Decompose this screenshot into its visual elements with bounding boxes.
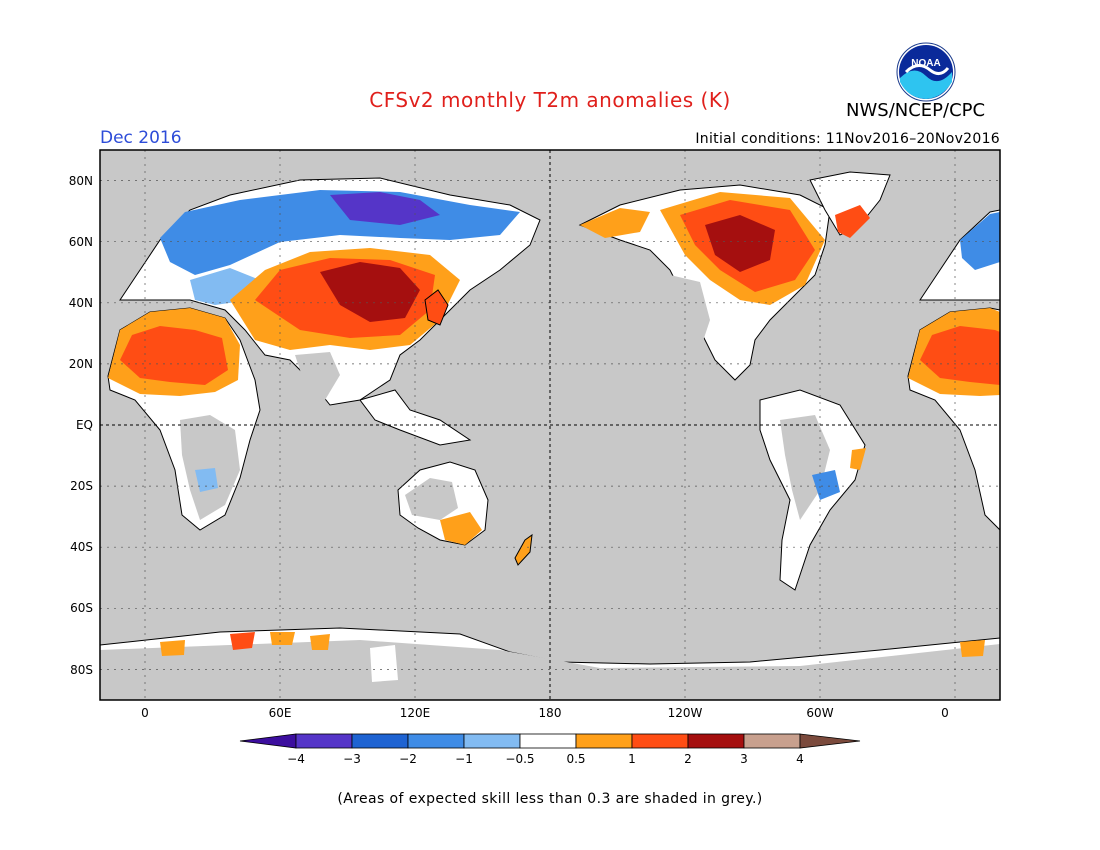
land-greenland (809, 171, 891, 236)
colorbar-bin-7 (631, 733, 689, 749)
anomaly-alaska-warm (580, 208, 650, 238)
lon-label-0-repeat: 0 (941, 706, 949, 720)
longitude-labels: 0 60E 120E 180 120W 60W 0 (141, 706, 949, 720)
colorbar-bin-4 (463, 733, 521, 749)
colorbar-tick-m05: −0.5 (505, 752, 534, 766)
colorbar-tick-m3: −3 (343, 752, 361, 766)
colorbar-tick-p2: 2 (684, 752, 692, 766)
initial-conditions: Initial conditions: 11Nov2016–20Nov2016 (695, 131, 1000, 147)
anomaly-siberia-very-cold (330, 192, 440, 225)
anomaly-africa-repeat-hot (920, 326, 1000, 385)
lat-label-40s: 40S (70, 540, 93, 554)
anomaly-canada-very-hot (705, 215, 775, 272)
anomaly-antarctica-grey (100, 640, 1000, 700)
colorbar (239, 733, 861, 749)
lat-label-80n: 80N (69, 174, 93, 188)
lon-label-180: 180 (539, 706, 562, 720)
land-japan (424, 289, 449, 326)
anomaly-antarctica-warm-3 (270, 632, 295, 645)
anomaly-australia-grey (405, 478, 458, 520)
skill-footnote: (Areas of expected skill less than 0.3 a… (337, 791, 763, 807)
colorbar-bin-2 (351, 733, 409, 749)
anomaly-greenland-warm (835, 205, 870, 238)
lat-label-40n: 40N (69, 296, 93, 310)
colorbar-arrow-high (799, 733, 861, 749)
lon-label-60w: 60W (806, 706, 833, 720)
colorbar-tick-m1: −1 (455, 752, 473, 766)
land-new-zealand (514, 533, 533, 566)
colorbar-ticks: −4 −3 −2 −1 −0.5 0.5 1 2 3 4 (287, 752, 804, 766)
anomaly-antarctica-warm-2 (230, 632, 255, 650)
colorbar-tick-p3: 3 (740, 752, 748, 766)
anomaly-antarctica-warm-1 (160, 640, 185, 656)
anomaly-australia-warm (440, 512, 482, 545)
lat-label-60n: 60N (69, 235, 93, 249)
colorbar-bin-9 (743, 733, 801, 749)
colorbar-tick-p1: 1 (628, 752, 636, 766)
anomaly-us-grey (670, 275, 710, 350)
colorbar-tick-m2: −2 (399, 752, 417, 766)
anomaly-sa-warm (850, 448, 866, 470)
anomaly-africa-grey (180, 415, 240, 520)
lon-label-120w: 120W (668, 706, 703, 720)
anomaly-antarctica-warm-4 (310, 634, 330, 650)
colorbar-arrow-low (239, 733, 297, 749)
lon-label-120e: 120E (400, 706, 431, 720)
latitude-labels: 80N 60N 40N 20N EQ 20S 40S 60S 80S (69, 174, 93, 677)
organization-label: NWS/NCEP/CPC (846, 100, 986, 121)
anomaly-antarctica-white (370, 645, 398, 682)
lat-label-80s: 80S (70, 663, 93, 677)
lon-label-60e: 60E (269, 706, 292, 720)
anomaly-antarctica-warm-5 (960, 640, 985, 657)
map-frame (99, 149, 1001, 701)
colorbar-tick-p4: 4 (796, 752, 804, 766)
lat-label-20s: 20S (70, 479, 93, 493)
lon-label-0: 0 (141, 706, 149, 720)
lat-label-20n: 20N (69, 357, 93, 371)
anomaly-field (100, 171, 1000, 700)
noaa-logo: NOAA (896, 42, 956, 102)
anomaly-africa-hot (120, 326, 228, 385)
anomaly-sa-cool (812, 470, 840, 500)
colorbar-bin-1 (295, 733, 353, 749)
target-month: Dec 2016 (100, 128, 182, 148)
colorbar-bin-8 (687, 733, 745, 749)
anomaly-india-grey (295, 352, 340, 400)
anomaly-asia-very-hot (320, 262, 420, 322)
colorbar-tick-p05: 0.5 (566, 752, 585, 766)
svg-text:NOAA: NOAA (911, 58, 940, 69)
colorbar-tick-m4: −4 (287, 752, 305, 766)
lat-label-60s: 60S (70, 601, 93, 615)
anomaly-sa-grey (780, 415, 830, 520)
lat-label-eq: EQ (76, 418, 93, 432)
map-title: CFSv2 monthly T2m anomalies (K) (369, 88, 731, 112)
colorbar-bin-5 (519, 733, 577, 749)
anomaly-europe-repeat-cool (960, 212, 1000, 270)
colorbar-bin-3 (407, 733, 465, 749)
colorbar-bin-6 (575, 733, 633, 749)
